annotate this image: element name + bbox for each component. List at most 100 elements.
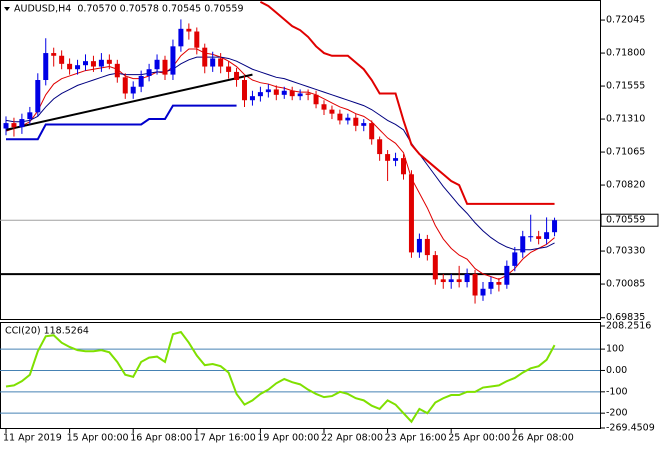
y-tick-label: 0.71800 (606, 48, 645, 59)
candle-body (35, 80, 41, 113)
main-plot (0, 0, 600, 304)
candle-body (369, 123, 375, 140)
candle-body (218, 58, 224, 67)
candle-body (138, 75, 144, 87)
candle-body (234, 71, 240, 81)
y-tick-label: 0.70330 (606, 246, 645, 257)
y-tick-label: 0.71310 (606, 114, 645, 125)
axes: 0.72045 0.71800 0.71555 0.71310 0.71065 0.708… (3, 15, 659, 444)
y-tick-label: -200 (606, 408, 628, 419)
candle-body (496, 282, 502, 285)
candle-body (472, 273, 478, 296)
candle-body (75, 65, 81, 70)
candle-body (416, 238, 422, 253)
candle-body (512, 252, 518, 266)
candle-body (448, 279, 454, 283)
candle-body (281, 90, 287, 95)
candle-body (536, 236, 542, 239)
x-tick-label: 23 Apr 16:00 (385, 433, 447, 444)
candle-body (544, 232, 550, 239)
main-panel-frame (0, 0, 601, 320)
indicator-line (5, 56, 555, 251)
candle-body (194, 31, 200, 48)
candle-body (440, 279, 446, 283)
candle-body (27, 112, 33, 120)
candle-body (480, 288, 486, 296)
candle-body (265, 89, 271, 93)
y-tick-label: -100 (606, 386, 628, 397)
indicator-line (259, 0, 555, 205)
trend-line (5, 73, 253, 131)
last-price-box (600, 213, 659, 227)
candle-body (313, 94, 319, 105)
indicator-line (5, 330, 556, 424)
candle-body (170, 46, 176, 75)
candle-body (273, 89, 279, 95)
x-tick-label: 25 Apr 00:00 (448, 433, 510, 444)
candle-body (424, 238, 430, 256)
candle-body (51, 53, 57, 56)
candle-body (122, 77, 128, 94)
candle-body (377, 139, 383, 155)
candle-body (432, 255, 438, 280)
candle-body (257, 92, 263, 97)
x-tick-label: 26 Apr 08:00 (512, 433, 574, 444)
candle-body (186, 28, 192, 32)
y-tick-label: 0.69835 (606, 312, 645, 323)
x-tick-label: 15 Apr 00:00 (67, 433, 129, 444)
indicator-line (5, 48, 555, 280)
candle-body (242, 80, 247, 101)
symbol-arrow (4, 7, 10, 11)
candle-body (329, 109, 335, 114)
y-tick-label: 0.00 (606, 365, 627, 376)
y-tick-label: 0.71065 (606, 147, 645, 158)
candle-body (162, 59, 168, 75)
candle-body (226, 66, 232, 72)
candle-body (504, 265, 510, 285)
y-tick-label: 100 (606, 344, 624, 355)
candle-body (114, 63, 120, 78)
candle-body (130, 86, 136, 94)
last-price-label: 0.70559 (606, 215, 645, 226)
candle-body (456, 279, 462, 283)
candle-body (249, 96, 255, 101)
candle-body (59, 55, 65, 64)
candle-body (289, 90, 295, 97)
candle-body (83, 61, 88, 66)
x-tick-label: 19 Apr 00:00 (257, 433, 319, 444)
candle-body (43, 53, 49, 81)
candle-body (321, 104, 327, 110)
candle-body (345, 117, 351, 121)
y-tick-label: -269.4509 (606, 423, 655, 434)
candle-body (106, 59, 112, 64)
candle-body (67, 63, 73, 70)
candle-body (210, 58, 216, 67)
candle-body (297, 93, 303, 97)
x-tick-label: 16 Apr 08:00 (130, 433, 192, 444)
candle-body (98, 59, 104, 67)
candle-body (361, 123, 367, 126)
candle-body (178, 28, 184, 47)
candle-body (408, 174, 414, 253)
candle-body (353, 117, 359, 126)
candle-body (19, 119, 25, 128)
y-tick-label: 0.71555 (606, 81, 645, 92)
cci-panel-frame (0, 322, 601, 429)
candle-body (393, 158, 399, 161)
cci-plot (0, 330, 600, 424)
candle-body (337, 113, 343, 121)
candle-body (552, 220, 558, 233)
candle-body (3, 123, 9, 129)
candle-body (90, 61, 96, 67)
y-tick-label: 0.70820 (606, 180, 645, 191)
candle-body (305, 93, 311, 95)
candle-body (154, 59, 160, 70)
candle-body (202, 47, 208, 67)
x-tick-label: 17 Apr 16:00 (194, 433, 256, 444)
y-tick-label: 0.72045 (606, 15, 645, 26)
indicator-line (6, 104, 237, 141)
candle-body (385, 154, 391, 161)
candle-body (464, 273, 470, 283)
